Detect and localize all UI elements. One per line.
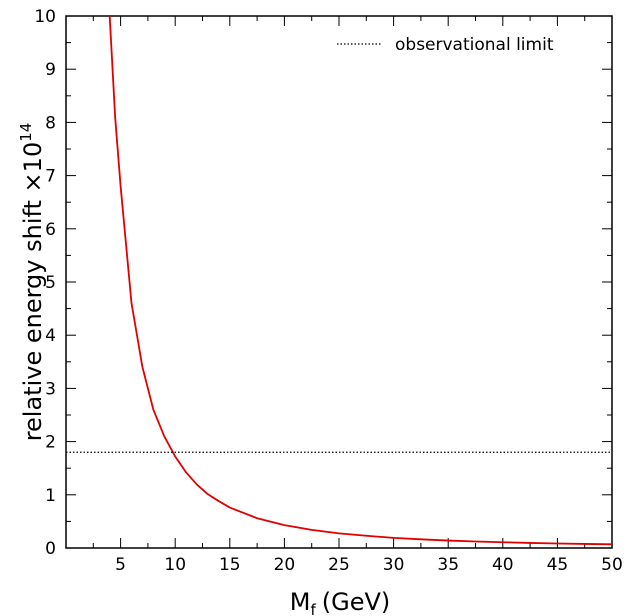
x-axis-title-main: M — [290, 588, 311, 616]
y-tick-label: 9 — [45, 60, 56, 80]
y-axis-ticks: 0 1 2 3 4 5 6 7 8 9 10 — [34, 7, 612, 559]
x-tick-label: 45 — [547, 555, 569, 575]
legend-label-observational-limit: observational limit — [395, 35, 554, 55]
y-tick-label: 7 — [45, 167, 56, 187]
x-tick-label: 20 — [274, 555, 296, 575]
legend: observational limit — [337, 35, 554, 55]
y-tick-label: 0 — [45, 539, 56, 559]
x-tick-label: 40 — [492, 555, 514, 575]
y-tick-label: 4 — [45, 326, 56, 346]
y-tick-label: 3 — [45, 379, 56, 399]
x-tick-label: 35 — [437, 555, 459, 575]
y-tick-label: 2 — [45, 433, 56, 453]
x-axis-title-subscript: f — [310, 601, 316, 616]
x-tick-label: 5 — [115, 555, 126, 575]
x-tick-label: 30 — [383, 555, 405, 575]
y-tick-label: 5 — [45, 273, 56, 293]
x-tick-label: 50 — [601, 555, 623, 575]
x-tick-label: 15 — [219, 555, 241, 575]
y-axis-title: relative energy shift ×1014 — [17, 123, 47, 442]
x-tick-label: 25 — [328, 555, 350, 575]
x-tick-label: 10 — [164, 555, 186, 575]
y-tick-label: 1 — [45, 486, 56, 506]
plot-frame — [65, 15, 613, 549]
x-axis-title: Mf (GeV) — [290, 588, 391, 616]
x-axis-ticks: 5 10 15 20 25 30 35 40 45 50 — [92, 16, 623, 575]
y-axis-title-exponent: 14 — [17, 123, 35, 142]
series-layer — [66, 15, 613, 546]
y-tick-label: 6 — [45, 220, 56, 240]
y-tick-label: 8 — [45, 113, 56, 133]
y-tick-label: 10 — [34, 7, 56, 27]
y-axis-title-main: relative energy shift ×10 — [19, 142, 47, 442]
x-axis-title-unit: (GeV) — [322, 588, 391, 616]
series-line-energy-shift — [108, 15, 613, 546]
